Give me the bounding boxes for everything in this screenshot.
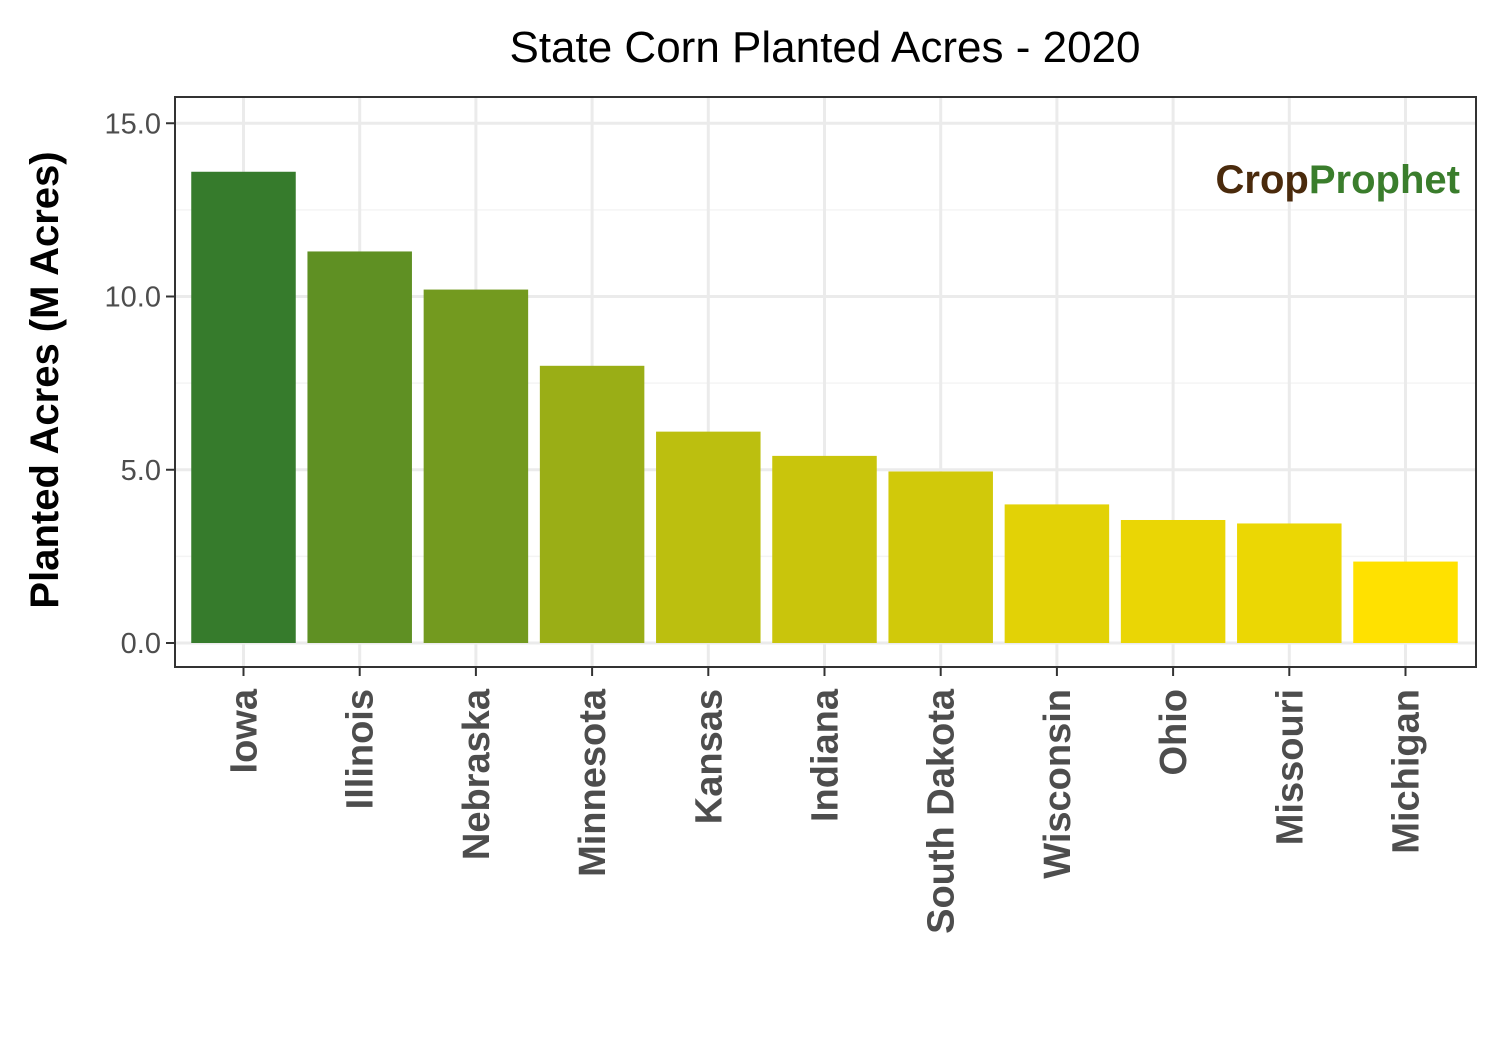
- x-tick-label: Nebraska: [456, 688, 498, 860]
- x-tick-label: Wisconsin: [1037, 689, 1079, 879]
- bar-south-dakota: [888, 471, 993, 643]
- bar-wisconsin: [1004, 504, 1110, 643]
- bar-illinois: [307, 251, 412, 643]
- bar-nebraska: [423, 289, 529, 643]
- cropprophet-logo: CropProphet: [1216, 158, 1460, 202]
- x-axis-ticks: Iowa Illinois Nebraska Minnesota Kansas India…: [224, 667, 1428, 934]
- bar-minnesota: [539, 365, 645, 643]
- x-tick-label: Kansas: [688, 689, 730, 824]
- bar-michigan: [1353, 561, 1458, 643]
- y-axis-ticks: 0.0 5.0 10.0 15.0: [105, 108, 175, 660]
- y-tick-label: 15.0: [105, 108, 161, 140]
- y-tick-label: 0.0: [121, 628, 161, 660]
- cropprophet-logo-text: CropProphet: [1216, 158, 1460, 202]
- bar-missouri: [1237, 523, 1342, 643]
- x-tick-label: Illinois: [340, 689, 382, 809]
- bar-ohio: [1120, 519, 1226, 643]
- y-tick-label: 5.0: [121, 455, 161, 487]
- bar-kansas: [656, 431, 761, 643]
- chart-title: State Corn Planted Acres - 2020: [509, 23, 1140, 72]
- y-tick-label: 10.0: [105, 282, 161, 314]
- x-tick-label: Michigan: [1386, 689, 1428, 854]
- x-tick-label: South Dakota: [921, 688, 963, 934]
- x-tick-label: Missouri: [1269, 689, 1311, 845]
- logo-prophet-text: Prophet: [1309, 158, 1460, 202]
- bar-indiana: [772, 455, 877, 643]
- x-tick-label: Indiana: [805, 688, 847, 822]
- x-tick-label: Ohio: [1153, 689, 1195, 776]
- bars: [191, 171, 1458, 643]
- x-tick-label: Minnesota: [572, 688, 614, 877]
- y-axis-title: Planted Acres (M Acres): [23, 151, 67, 608]
- x-tick-label: Iowa: [224, 688, 266, 773]
- bar-iowa: [191, 171, 296, 643]
- logo-crop-text: Crop: [1216, 158, 1309, 202]
